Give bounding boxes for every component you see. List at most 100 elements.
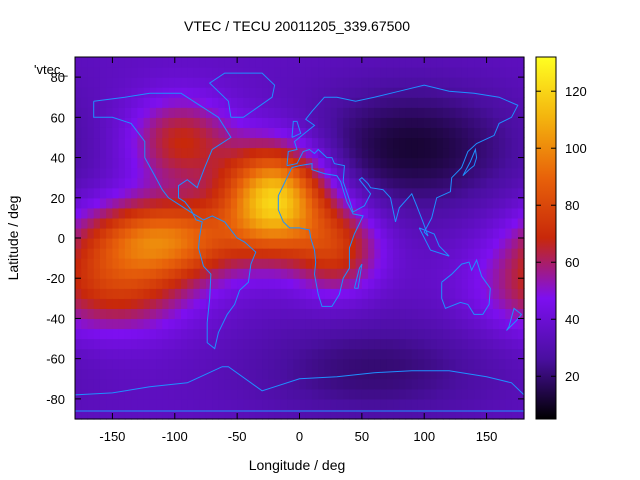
heatmap-cell [343, 238, 350, 249]
heatmap-cell [461, 388, 469, 400]
heatmap-cell [268, 137, 276, 149]
heatmap-cell [93, 117, 101, 128]
heatmap-cell [249, 177, 257, 189]
heatmap-cell [449, 318, 457, 330]
heatmap-cell [237, 217, 244, 229]
heatmap-cell [380, 318, 388, 330]
heatmap-cell [405, 137, 413, 149]
heatmap-cell [336, 358, 344, 370]
heatmap-cell [124, 338, 132, 350]
heatmap-cell [106, 227, 114, 239]
heatmap-cell [143, 127, 151, 139]
heatmap-cell [467, 137, 475, 149]
heatmap-cell [237, 388, 244, 400]
heatmap-cell [417, 157, 425, 169]
heatmap-cell [336, 207, 344, 219]
heatmap-cell [380, 217, 388, 229]
heatmap-cell [255, 137, 263, 149]
heatmap-cell [131, 398, 138, 410]
heatmap-cell [156, 408, 163, 420]
heatmap-cell [274, 318, 282, 330]
heatmap-cell [255, 227, 263, 239]
heatmap-cell [305, 248, 313, 259]
heatmap-cell [199, 388, 207, 400]
heatmap-cell [405, 318, 413, 330]
heatmap-cell [436, 137, 444, 149]
heatmap-cell [299, 368, 307, 380]
heatmap-cell [131, 368, 138, 380]
heatmap-cell [492, 368, 500, 380]
heatmap-cell [230, 147, 238, 159]
heatmap-cell [224, 117, 232, 128]
heatmap-cell [386, 258, 394, 269]
heatmap-cell [474, 97, 481, 108]
heatmap-cell [467, 318, 475, 330]
heatmap-cell [474, 248, 481, 259]
heatmap-cell [181, 207, 188, 219]
heatmap-cell [106, 67, 114, 78]
heatmap-cell [505, 157, 513, 169]
heatmap-cell [361, 117, 369, 128]
heatmap-cell [517, 167, 525, 179]
heatmap-cell [212, 177, 220, 189]
heatmap-cell [411, 157, 419, 169]
heatmap-cell [287, 338, 294, 350]
heatmap-cell [193, 227, 201, 239]
heatmap-cell [274, 238, 282, 249]
heatmap-cell [461, 107, 469, 118]
heatmap-cell [106, 388, 114, 400]
heatmap-cell [361, 358, 369, 370]
heatmap-cell [417, 268, 425, 279]
heatmap-cell [486, 187, 494, 199]
heatmap-cell [399, 408, 407, 420]
heatmap-cell [149, 77, 157, 88]
heatmap-cell [499, 57, 506, 68]
heatmap-cell [181, 248, 188, 259]
heatmap-cell [299, 97, 307, 108]
heatmap-cell [268, 57, 276, 68]
heatmap-cell [455, 408, 463, 420]
heatmap-cell [405, 127, 413, 139]
heatmap-cell [268, 227, 276, 239]
heatmap-cell [168, 67, 176, 78]
heatmap-cell [499, 97, 506, 108]
heatmap-cell [299, 197, 307, 209]
heatmap-cell [87, 398, 95, 410]
x-axis-title: Longitude / deg [249, 457, 346, 473]
heatmap-cell [474, 147, 481, 159]
heatmap-cell [480, 408, 488, 420]
heatmap-cell [174, 388, 182, 400]
heatmap-cell [237, 328, 244, 340]
heatmap-cell [411, 288, 419, 299]
heatmap-cell [168, 147, 176, 159]
heatmap-cell [480, 117, 488, 128]
heatmap-cell [355, 197, 363, 209]
heatmap-cell [336, 288, 344, 299]
heatmap-cell [81, 398, 89, 410]
heatmap-cell [305, 77, 313, 88]
heatmap-cell [417, 288, 425, 299]
heatmap-cell [199, 227, 207, 239]
heatmap-cell [262, 248, 269, 259]
heatmap-cell [162, 328, 170, 340]
heatmap-cell [118, 308, 126, 320]
heatmap-cell [511, 358, 519, 370]
heatmap-cell [486, 238, 494, 249]
heatmap-cell [162, 338, 170, 350]
heatmap-cell [168, 338, 176, 350]
heatmap-cell [249, 358, 257, 370]
heatmap-cell [336, 87, 344, 98]
heatmap-cell [199, 157, 207, 169]
heatmap-cell [368, 217, 375, 229]
heatmap-cell [349, 227, 357, 239]
heatmap-cell [124, 388, 132, 400]
heatmap-cell [205, 107, 213, 118]
heatmap-cell [75, 328, 82, 340]
heatmap-cell [449, 378, 457, 390]
heatmap-cell [311, 318, 319, 330]
heatmap-cell [355, 378, 363, 390]
heatmap-cell [181, 147, 188, 159]
heatmap-cell [368, 388, 375, 400]
heatmap-cell [124, 248, 132, 259]
heatmap-cell [311, 358, 319, 370]
